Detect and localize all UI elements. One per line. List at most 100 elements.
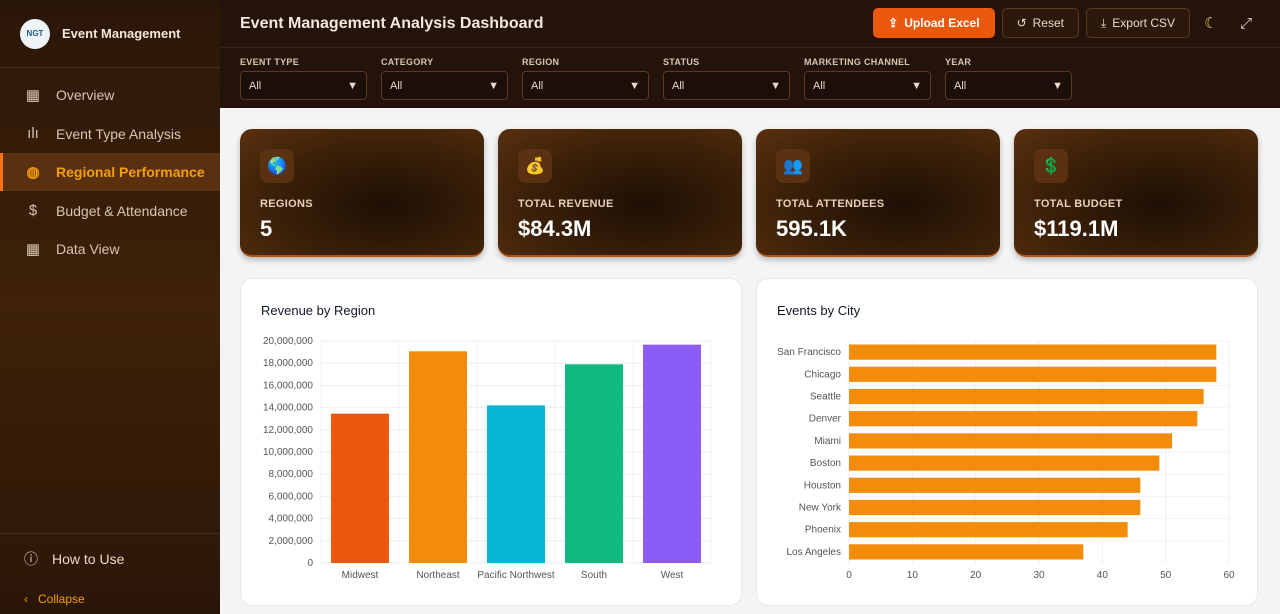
y-tick-label: Denver (809, 414, 842, 425)
header: Event Management Analysis Dashboard ⇪ Upl… (220, 0, 1280, 48)
x-tick-label: Pacific Northwest (477, 570, 554, 581)
select-value: All (531, 79, 544, 92)
caret-down-icon: ▼ (911, 79, 922, 92)
reset-button[interactable]: ↺ Reset (1001, 8, 1079, 38)
nav-label: Regional Performance (56, 164, 205, 181)
y-tick-label: Chicago (804, 369, 841, 380)
y-tick-label: Houston (804, 480, 841, 491)
select-value: All (672, 79, 685, 92)
x-tick-label: 20 (970, 570, 982, 581)
bar-seattle (849, 388, 1204, 405)
kpi-value: 595.1K (776, 216, 847, 241)
kpi-total-attendees: 👥 TOTAL ATTENDEES 595.1K (756, 129, 1000, 257)
bar-west (643, 344, 701, 563)
y-tick-label: 18,000,000 (263, 358, 313, 369)
sidebar-item-regional-performance[interactable]: ◍ Regional Performance (0, 153, 220, 192)
filter-label: STATUS (663, 57, 700, 67)
y-tick-label: 14,000,000 (263, 403, 313, 414)
y-tick-label: 2,000,000 (269, 536, 314, 547)
download-icon: ⤓ (1100, 15, 1107, 30)
kpi-label: TOTAL BUDGET (1034, 198, 1123, 210)
y-tick-label: Phoenix (805, 525, 841, 536)
kpi-total-budget: 💲 TOTAL BUDGET $119.1M (1014, 129, 1258, 257)
nav-label: Data View (56, 241, 120, 258)
year-select[interactable]: All ▼ (945, 71, 1072, 100)
category-select[interactable]: All ▼ (381, 71, 508, 100)
x-tick-label: West (661, 570, 684, 581)
bar-miami (849, 433, 1172, 449)
filter-marketing-channel: MARKETING CHANNEL All ▼ (804, 57, 931, 108)
filter-year: YEAR All ▼ (945, 57, 1072, 108)
kpi-value: $119.1M (1034, 216, 1119, 241)
bar-boston (849, 455, 1160, 471)
event-type-select[interactable]: All ▼ (240, 71, 367, 100)
kpi-value: 5 (260, 216, 273, 241)
y-tick-label: Boston (810, 458, 841, 469)
filter-region: REGION All ▼ (522, 57, 649, 108)
marketing-channel-select[interactable]: All ▼ (804, 71, 931, 100)
sidebar-item-data-view[interactable]: ▦ Data View (0, 230, 220, 268)
filter-category: CATEGORY All ▼ (381, 57, 508, 108)
dollar-icon: $ (28, 202, 38, 220)
y-tick-label: Los Angeles (787, 547, 842, 558)
y-tick-label: 6,000,000 (269, 491, 314, 502)
reset-icon: ↺ (1016, 16, 1027, 30)
collapse-label: Collapse (38, 592, 85, 606)
fullscreen-icon[interactable]: ⤢ (1239, 14, 1252, 32)
y-tick-label: San Francisco (777, 347, 841, 358)
chart-title: Revenue by Region (261, 303, 376, 318)
filter-bar: EVENT TYPE All ▼ CATEGORY All ▼ REGION All ▼ S… (220, 48, 1280, 108)
kpi-total-revenue: 💰 TOTAL REVENUE $84.3M (498, 129, 742, 257)
filter-label: MARKETING CHANNEL (804, 57, 911, 67)
x-tick-label: 50 (1160, 570, 1172, 581)
collapse-button[interactable]: ‹ Collapse (0, 584, 220, 614)
moon-icon[interactable]: ☾ (1204, 15, 1218, 32)
bar-chart-icon: ılı (27, 125, 39, 143)
how-to-use-button[interactable]: ⓘ How to Use (0, 534, 220, 584)
filter-event-type: EVENT TYPE All ▼ (240, 57, 367, 108)
caret-down-icon: ▼ (770, 79, 781, 92)
upload-label: Upload Excel (904, 16, 980, 30)
caret-down-icon: ▼ (347, 79, 358, 92)
bar-south (565, 364, 623, 563)
globe-icon: ◍ (26, 164, 40, 182)
globe-icon: 🌎 (260, 149, 294, 183)
x-tick-label: 60 (1223, 570, 1235, 581)
y-tick-label: New York (799, 503, 842, 514)
select-value: All (390, 79, 403, 92)
logo: NGT (20, 18, 50, 49)
chevron-left-icon: ‹ (24, 592, 28, 606)
dollar-icon: 💲 (1034, 149, 1068, 183)
upload-excel-button[interactable]: ⇪ Upload Excel (873, 8, 995, 38)
export-csv-button[interactable]: ⤓ Export CSV (1085, 8, 1190, 38)
sidebar-item-budget-attendance[interactable]: $ Budget & Attendance (0, 192, 220, 230)
nav-label: Event Type Analysis (56, 125, 182, 142)
help-icon: ⓘ (24, 551, 38, 567)
table-icon: ▦ (25, 241, 41, 259)
bar-houston (849, 477, 1141, 493)
y-tick-label: Miami (814, 436, 841, 447)
nav-label: Overview (56, 87, 115, 103)
sidebar-item-overview[interactable]: ▦ Overview (0, 76, 220, 114)
caret-down-icon: ▼ (629, 79, 640, 92)
kpi-value: $84.3M (518, 216, 592, 241)
kpi-regions: 🌎 REGIONS 5 (240, 129, 484, 257)
y-tick-label: Seattle (810, 392, 842, 403)
x-tick-label: Northeast (416, 570, 460, 581)
sidebar-item-event-type-analysis[interactable]: ılı Event Type Analysis (0, 115, 220, 153)
region-select[interactable]: All ▼ (522, 71, 649, 100)
bar-midwest (331, 413, 389, 563)
y-tick-label: 16,000,000 (263, 380, 313, 391)
events-by-city-chart: 0 10 20 30 40 50 60 San Francisco Chicago Seattle… (777, 340, 1235, 581)
bar-los-angeles (849, 544, 1084, 560)
bar-san-francisco (849, 344, 1217, 360)
x-tick-label: Midwest (342, 570, 379, 581)
how-to-label: How to Use (52, 551, 125, 567)
caret-down-icon: ▼ (488, 79, 499, 92)
money-bag-icon: 💰 (518, 149, 552, 183)
y-tick-label: 10,000,000 (263, 447, 313, 458)
x-tick-label: 30 (1033, 570, 1045, 581)
status-select[interactable]: All ▼ (663, 71, 790, 100)
brand: NGT Event Management (0, 0, 220, 68)
y-tick-label: 12,000,000 (263, 425, 313, 436)
